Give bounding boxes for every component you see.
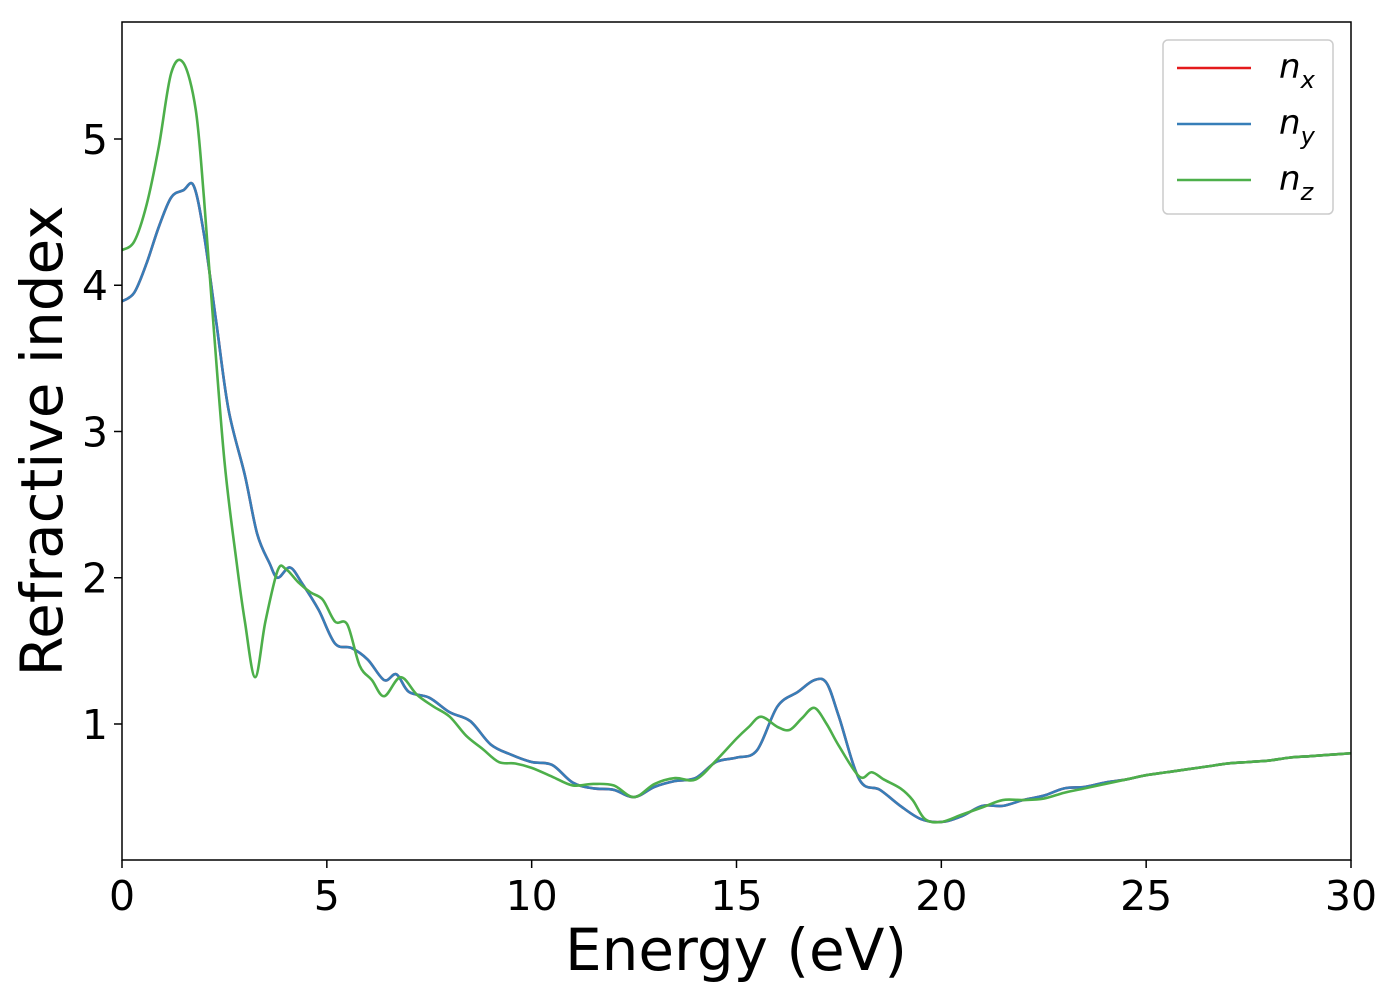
y-tick-label: 4 (82, 262, 108, 310)
series-line-n-z (122, 58, 1351, 824)
y-tick-label: 3 (82, 408, 108, 456)
legend-label-ny: ny (1279, 103, 1316, 150)
x-tick-label: 10 (506, 872, 558, 920)
x-tick-label: 5 (314, 872, 340, 920)
series-line-n-y (122, 181, 1351, 824)
y-tick-label: 2 (82, 555, 108, 603)
x-tick-label: 20 (915, 872, 967, 920)
series-layer (122, 58, 1351, 824)
y-axis-label: Refractive index (8, 205, 76, 676)
x-tick-label: 0 (109, 872, 135, 920)
series-line-n-x (122, 181, 1351, 824)
x-axis-label: Energy (eV) (565, 916, 907, 984)
x-axis-ticks: 0 5 10 15 20 25 30 (109, 860, 1377, 920)
y-tick-label: 5 (82, 116, 108, 164)
legend-label-nz: nz (1279, 159, 1315, 206)
legend: nx ny nz (1162, 39, 1334, 215)
y-tick-label: 1 (82, 701, 108, 749)
y-axis-ticks: 1 2 3 4 5 (82, 116, 122, 749)
legend-box (1162, 39, 1334, 215)
x-tick-label: 30 (1325, 872, 1377, 920)
x-tick-label: 15 (710, 872, 762, 920)
x-tick-label: 25 (1120, 872, 1172, 920)
legend-label-nx: nx (1279, 47, 1316, 94)
